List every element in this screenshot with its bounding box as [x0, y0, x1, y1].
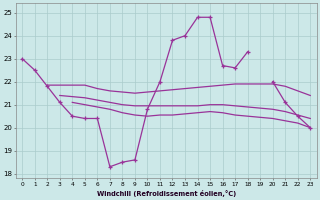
X-axis label: Windchill (Refroidissement éolien,°C): Windchill (Refroidissement éolien,°C)	[97, 190, 236, 197]
